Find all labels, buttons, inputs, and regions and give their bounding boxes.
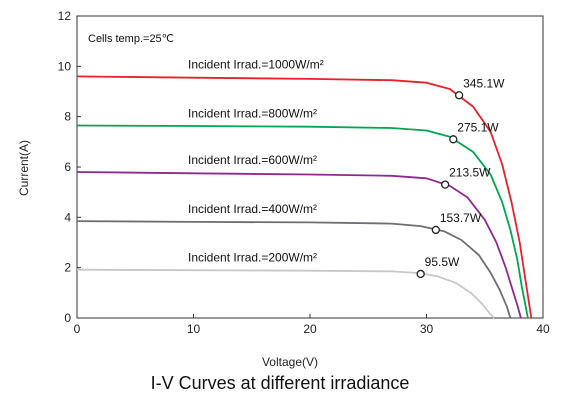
x-tick-label: 20 xyxy=(303,322,317,336)
y-tick-label: 4 xyxy=(64,210,71,224)
max-power-point xyxy=(450,136,457,143)
max-power-label: 275.1W xyxy=(457,120,499,134)
max-power-point xyxy=(432,226,439,233)
x-axis-label: Voltage(V) xyxy=(262,355,318,369)
series-label: Incident Irrad.=1000W/m² xyxy=(188,57,324,71)
max-power-label: 153.7W xyxy=(440,211,482,225)
x-tick-label: 10 xyxy=(187,322,201,336)
x-tick-label: 30 xyxy=(420,322,434,336)
series-label: Incident Irrad.=400W/m² xyxy=(188,202,317,216)
max-power-point xyxy=(442,181,449,188)
cell-temperature-note: Cells temp.=25℃ xyxy=(88,33,174,45)
iv-curve-2 xyxy=(77,172,521,318)
y-tick-label: 10 xyxy=(58,59,72,73)
y-tick-label: 8 xyxy=(64,110,71,124)
y-axis-label: Current(A) xyxy=(17,140,31,196)
y-tick-label: 6 xyxy=(64,160,71,174)
max-power-label: 345.1W xyxy=(463,76,505,90)
x-axis-ticks: 0 10 20 30 40 xyxy=(74,314,550,336)
iv-curve-4 xyxy=(77,270,494,318)
max-power-label: 95.5W xyxy=(425,255,460,269)
max-power-point xyxy=(456,92,463,99)
series-label: Incident Irrad.=800W/m² xyxy=(188,106,317,120)
y-tick-label: 12 xyxy=(58,9,72,23)
max-power-point xyxy=(417,270,424,277)
x-tick-label: 0 xyxy=(74,322,81,336)
series-label: Incident Irrad.=600W/m² xyxy=(188,153,317,167)
series-label: Incident Irrad.=200W/m² xyxy=(188,251,317,265)
max-power-label: 213.5W xyxy=(449,166,491,180)
x-tick-label: 40 xyxy=(536,322,550,336)
series-group: Incident Irrad.=1000W/m² 345.1W Incident I… xyxy=(77,57,531,318)
y-tick-label: 0 xyxy=(64,311,71,325)
y-tick-label: 2 xyxy=(64,261,71,275)
chart-title: I-V Curves at different irradiance xyxy=(151,373,410,393)
